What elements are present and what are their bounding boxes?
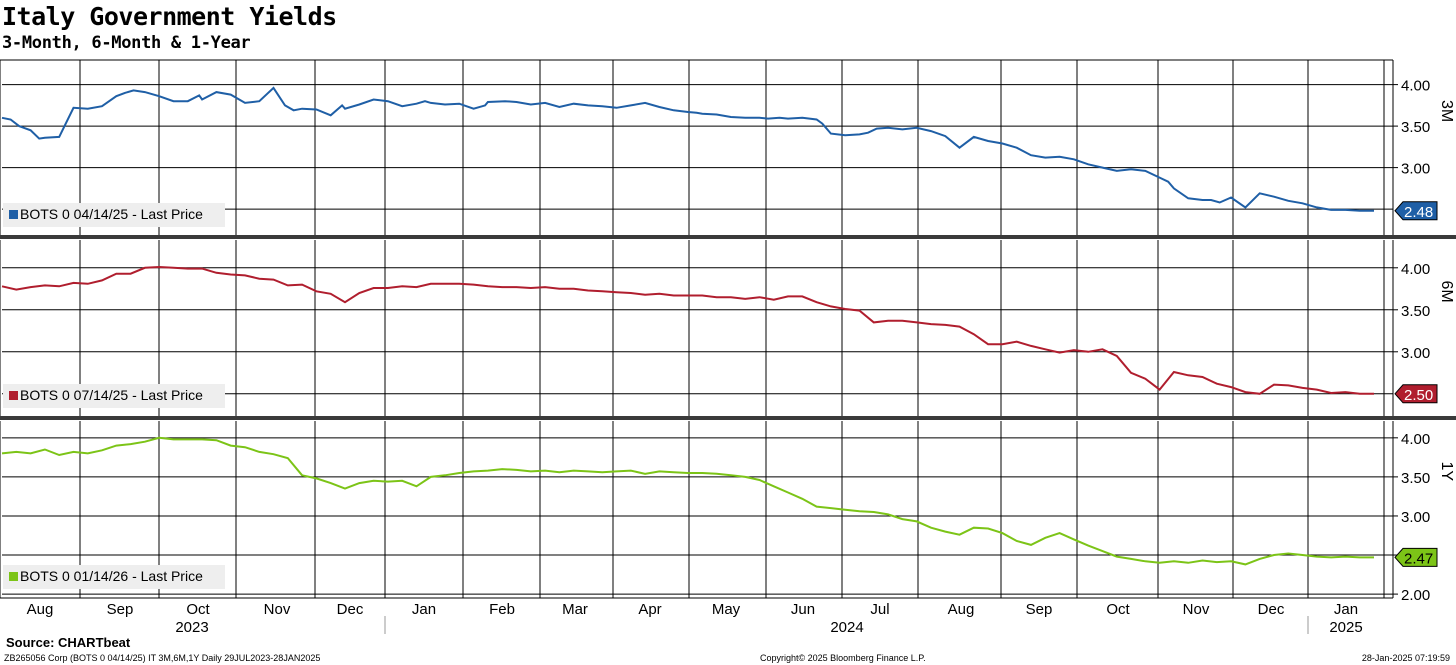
x-month-label: Oct <box>186 601 210 618</box>
x-month-label: Nov <box>264 601 291 618</box>
x-year-label: 2025 <box>1329 619 1362 636</box>
x-month-label: Dec <box>337 601 364 618</box>
x-month-label: Dec <box>1258 601 1285 618</box>
copyright-note: Copyright© 2025 Bloomberg Finance L.P. <box>760 653 926 663</box>
y-tick-label: 3.00 <box>1401 509 1430 526</box>
series-line <box>1 86 1374 212</box>
legend-label: BOTS 0 01/14/26 - Last Price <box>20 568 203 584</box>
x-month-label: Sep <box>107 601 134 618</box>
legend-swatch <box>9 391 18 400</box>
y-tick-label: 3.50 <box>1401 470 1430 487</box>
chart-subtitle: 3-Month, 6-Month & 1-Year <box>2 33 251 53</box>
panel-label: 6M <box>1438 281 1455 303</box>
legend-label: BOTS 0 04/14/25 - Last Price <box>20 206 203 222</box>
x-month-label: May <box>712 601 741 618</box>
series-line <box>1 265 1374 395</box>
y-tick-label: 4.00 <box>1401 78 1430 95</box>
x-month-label: Mar <box>562 601 588 618</box>
x-month-label: Sep <box>1026 601 1053 618</box>
legend-box <box>3 565 225 589</box>
x-year-label: 2024 <box>830 619 863 636</box>
legend-swatch <box>9 572 18 581</box>
legend-box <box>3 384 225 408</box>
x-year-label: 2023 <box>175 619 208 636</box>
y-tick-label: 3.00 <box>1401 161 1430 178</box>
legend-swatch <box>9 210 18 219</box>
y-tick-label: 3.00 <box>1401 345 1430 362</box>
legend-box <box>3 203 225 227</box>
last-value-label: 2.47 <box>1404 550 1433 567</box>
series-line <box>1 436 1374 566</box>
y-tick-label: 4.00 <box>1401 431 1430 448</box>
chart-title: Italy Government Yields <box>2 2 337 31</box>
x-month-label: Oct <box>1106 601 1130 618</box>
x-month-label: Feb <box>489 601 515 618</box>
y-tick-label: 2.00 <box>1401 587 1430 604</box>
x-month-label: Aug <box>27 601 54 618</box>
x-month-label: Jan <box>412 601 436 618</box>
x-month-label: Nov <box>1183 601 1210 618</box>
panel-label: 3M <box>1438 100 1455 122</box>
x-month-label: Jul <box>870 601 889 618</box>
last-value-label: 2.48 <box>1404 204 1433 221</box>
y-tick-label: 3.50 <box>1401 303 1430 320</box>
x-month-label: Apr <box>638 601 661 618</box>
legend-label: BOTS 0 07/14/25 - Last Price <box>20 387 203 403</box>
panel-divider <box>0 235 1456 239</box>
panel-divider <box>0 416 1456 420</box>
timestamp: 28-Jan-2025 07:19:59 <box>1361 653 1450 663</box>
y-tick-label: 3.50 <box>1401 119 1430 136</box>
panel-label: 1Y <box>1438 462 1455 482</box>
x-month-label: Jun <box>791 601 815 618</box>
source-note: Source: CHARTbeat <box>6 635 131 650</box>
y-tick-label: 4.00 <box>1401 261 1430 278</box>
last-value-tag <box>1394 201 1438 221</box>
last-value-tag <box>1394 547 1438 567</box>
last-value-tag <box>1394 384 1438 404</box>
last-value-label: 2.50 <box>1404 387 1433 404</box>
x-month-label: Jan <box>1334 601 1358 618</box>
ticker-info: ZB265056 Corp (BOTS 0 04/14/25) IT 3M,6M… <box>4 653 321 663</box>
x-month-label: Aug <box>948 601 975 618</box>
